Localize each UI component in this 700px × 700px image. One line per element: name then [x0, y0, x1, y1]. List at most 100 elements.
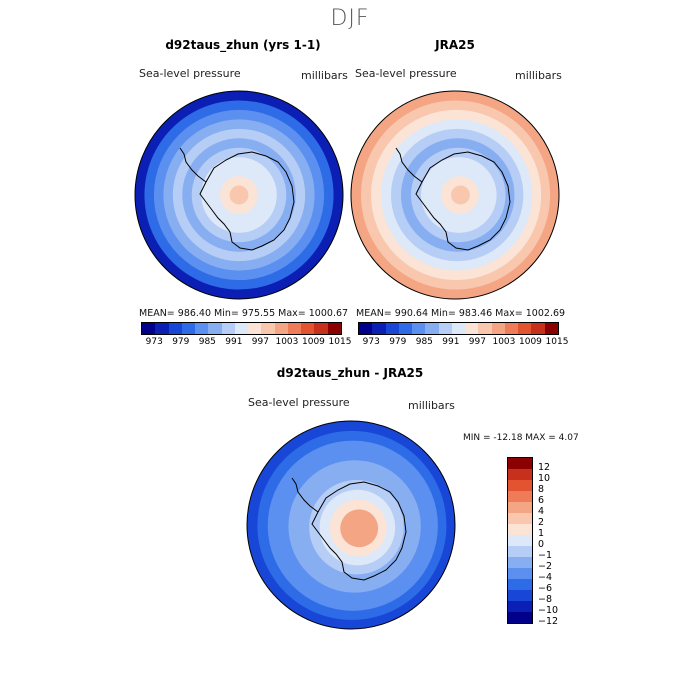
colorbar-tick-label: 985 [198, 337, 216, 347]
colorbar-swatch [508, 491, 532, 502]
colorbar-swatch [398, 323, 413, 334]
colorbar-tick-label: 10 [538, 473, 551, 484]
panel3-units: millibars [408, 399, 455, 412]
colorbar-swatch [195, 323, 209, 334]
colorbar-tick-label: 1009 [302, 337, 325, 347]
antarctica-coastline [199, 151, 295, 251]
colorbar-swatch [181, 323, 196, 334]
colorbar-tick-label: 1 [538, 528, 545, 539]
colorbar-swatch [301, 323, 315, 334]
colorbar-tick-label: 997 [468, 337, 486, 347]
colorbar-tick-label: −2 [538, 561, 553, 572]
panel1-units: millibars [301, 69, 348, 82]
colorbar-tick-label: 973 [362, 337, 380, 347]
panel1-stats: MEAN= 986.40 Min= 975.55 Max= 1000.67 [139, 308, 349, 319]
colorbar-swatch [465, 323, 479, 334]
panel2-units: millibars [515, 69, 562, 82]
colorbar-tick-label: −4 [538, 572, 553, 583]
colorbar-swatch [491, 323, 505, 334]
panel1-colorbar-labels: 973 979 985 991 997 1003 1009 1015 [141, 337, 352, 349]
colorbar-tick-label: 12 [538, 462, 551, 473]
colorbar-tick-label: −10 [538, 605, 559, 616]
panel3-variable: Sea-level pressure [248, 396, 350, 409]
colorbar-swatch [518, 323, 532, 334]
colorbar-swatch [508, 590, 532, 601]
colorbar-tick-label: 1003 [492, 337, 516, 347]
colorbar-tick-label: 2 [538, 517, 545, 528]
panel2-title: JRA25 [435, 38, 475, 52]
colorbar-tick-label: −12 [538, 616, 559, 627]
panel3-map [246, 420, 456, 630]
panel3-colorbar-labels: 12 10 8 6 4 2 1 0 −1 −2 −4 −6 −8 −10 −12 [538, 457, 568, 627]
colorbar-tick-label: 997 [251, 337, 269, 347]
colorbar-swatch [261, 323, 275, 334]
colorbar-swatch [208, 323, 222, 334]
panel2-colorbar-labels: 973 979 985 991 997 1003 1009 1015 [358, 337, 569, 349]
panel1-map [134, 90, 344, 300]
panel2-map [350, 90, 560, 300]
peninsula-coastline [179, 147, 207, 183]
colorbar-swatch [508, 557, 532, 568]
figure-title: DJF [330, 6, 370, 31]
colorbar-swatch [508, 612, 532, 623]
colorbar-swatch [451, 323, 466, 334]
colorbar-swatch [327, 323, 341, 334]
colorbar-swatch [508, 458, 532, 469]
field-contour-band [451, 185, 470, 205]
panel3-title: d92taus_zhun - JRA25 [276, 366, 424, 380]
antarctica-coastline [415, 151, 511, 251]
colorbar-tick-label: 1003 [275, 337, 299, 347]
field-contour-band [350, 519, 370, 539]
colorbar-swatch [359, 323, 373, 334]
peninsula-coastline [395, 147, 423, 183]
colorbar-swatch [168, 323, 182, 334]
colorbar-tick-label: 0 [538, 539, 545, 550]
map-boundary [350, 90, 560, 300]
colorbar-swatch [438, 323, 452, 334]
colorbar-swatch [274, 323, 288, 334]
panel2-variable: Sea-level pressure [355, 67, 457, 80]
colorbar-swatch [508, 513, 532, 524]
colorbar-swatch [142, 323, 156, 334]
colorbar-tick-label: 985 [415, 337, 433, 347]
colorbar-swatch [234, 323, 249, 334]
colorbar-swatch [385, 323, 399, 334]
panel2-colorbar [358, 322, 559, 335]
antarctica-coastline [311, 481, 407, 581]
colorbar-tick-label: 8 [538, 484, 545, 495]
colorbar-swatch [425, 323, 439, 334]
colorbar-swatch [508, 524, 532, 535]
panel1-title: d92taus_zhun (yrs 1-1) [165, 38, 321, 52]
colorbar-tick-label: 973 [145, 337, 163, 347]
colorbar-swatch [508, 579, 532, 590]
colorbar-swatch [508, 502, 532, 513]
colorbar-swatch [155, 323, 169, 334]
panel2-stats: MEAN= 990.64 Min= 983.46 Max= 1002.69 [356, 308, 566, 319]
colorbar-swatch [478, 323, 492, 334]
colorbar-swatch [287, 323, 302, 334]
panel3-colorbar [507, 457, 533, 624]
colorbar-swatch [221, 323, 235, 334]
colorbar-tick-label: 991 [442, 337, 460, 347]
colorbar-swatch [508, 480, 532, 491]
colorbar-tick-label: −6 [538, 583, 553, 594]
colorbar-swatch [508, 546, 532, 557]
field-contour-band [229, 185, 249, 205]
colorbar-swatch [504, 323, 519, 334]
map-boundary [246, 420, 456, 630]
colorbar-tick-label: 6 [538, 495, 545, 506]
colorbar-swatch [531, 323, 545, 334]
peninsula-coastline [291, 477, 319, 513]
colorbar-tick-label: 1015 [328, 337, 352, 347]
colorbar-tick-label: 991 [225, 337, 243, 347]
colorbar-swatch [508, 535, 532, 546]
panel1-variable: Sea-level pressure [139, 67, 241, 80]
colorbar-swatch [508, 568, 532, 579]
colorbar-tick-label: 979 [389, 337, 407, 347]
panel1-colorbar [141, 322, 342, 335]
colorbar-tick-label: −8 [538, 594, 553, 605]
colorbar-swatch [412, 323, 426, 334]
colorbar-tick-label: 1009 [519, 337, 542, 347]
colorbar-swatch [508, 601, 532, 612]
colorbar-tick-label: 1015 [545, 337, 569, 347]
